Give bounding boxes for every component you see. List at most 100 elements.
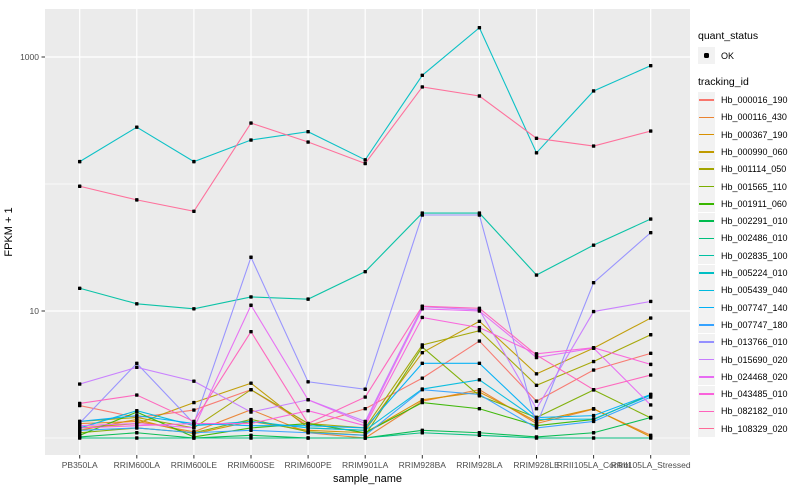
line-swatch-icon xyxy=(699,427,714,430)
legend-entry-Hb_000990_060: Hb_000990_060 xyxy=(698,143,788,161)
legend-entry-Hb_108329_020: Hb_108329_020 xyxy=(698,420,788,438)
data-point xyxy=(249,388,253,392)
data-point xyxy=(534,136,539,141)
data-point xyxy=(591,144,596,148)
tracking-id-legend-title: tracking_id xyxy=(698,76,749,88)
line-swatch-icon xyxy=(699,410,714,413)
legend-entry-label: Hb_002291_010 xyxy=(721,216,788,227)
data-point xyxy=(135,365,139,370)
data-point xyxy=(534,372,539,376)
data-point xyxy=(135,413,139,418)
data-point xyxy=(649,403,653,407)
data-point xyxy=(649,436,653,440)
data-point xyxy=(78,436,82,440)
data-point xyxy=(420,400,424,405)
data-point xyxy=(135,361,139,366)
legend-entry-Hb_005439_040: Hb_005439_040 xyxy=(698,281,788,299)
data-point xyxy=(306,297,310,301)
legend-entry-label: Hb_007747_180 xyxy=(721,319,788,330)
data-point xyxy=(192,436,196,440)
line-swatch-icon xyxy=(699,306,714,309)
data-point xyxy=(363,395,367,399)
data-point xyxy=(534,423,539,427)
data-point xyxy=(249,121,253,125)
legend-key-box xyxy=(698,143,715,161)
data-point xyxy=(477,407,482,411)
legend-entry-Hb_082182_010: Hb_082182_010 xyxy=(698,402,788,420)
data-point xyxy=(649,230,653,235)
data-point xyxy=(534,151,539,155)
data-point xyxy=(135,436,139,440)
legend-entry-label: Hb_043485_010 xyxy=(721,389,788,400)
data-point xyxy=(249,421,253,426)
x-tick-label: RRII105LA_Control xyxy=(557,460,631,470)
data-point xyxy=(420,376,424,380)
data-point xyxy=(420,85,424,89)
data-point xyxy=(135,423,139,428)
data-point xyxy=(192,408,196,412)
x-tick-label: PB350LA xyxy=(62,460,98,470)
data-point xyxy=(363,269,367,274)
data-point xyxy=(249,303,253,307)
x-tick-label: RRIM600LE xyxy=(171,460,218,470)
data-point xyxy=(192,379,196,383)
data-point xyxy=(363,161,367,166)
data-point xyxy=(534,399,539,403)
data-point xyxy=(649,63,653,68)
data-point xyxy=(306,140,310,144)
data-point xyxy=(534,436,539,440)
data-point xyxy=(249,410,253,414)
data-point xyxy=(249,436,253,440)
legend-entry-Hb_002291_010: Hb_002291_010 xyxy=(698,212,788,230)
data-point xyxy=(135,302,139,306)
line-swatch-icon xyxy=(699,393,714,395)
line-swatch-icon xyxy=(699,254,714,257)
legend-entry-label: Hb_007747_140 xyxy=(721,302,788,313)
data-point xyxy=(534,426,539,430)
data-point xyxy=(591,436,596,440)
x-tick-label: RRIM600LA xyxy=(114,460,161,470)
legend-entry-Hb_001565_110: Hb_001565_110 xyxy=(698,178,787,195)
legend-entry-Hb_000367_190: Hb_000367_190 xyxy=(698,126,788,144)
quant-status-label: OK xyxy=(721,50,735,61)
data-point xyxy=(649,217,653,221)
data-point xyxy=(363,436,367,440)
data-point xyxy=(192,400,196,405)
legend-entry-label: Hb_001114_050 xyxy=(721,164,787,175)
data-point xyxy=(477,433,482,438)
data-point xyxy=(249,330,253,334)
data-point xyxy=(192,419,196,424)
data-point xyxy=(649,392,653,397)
legend-entry-Hb_002486_010: Hb_002486_010 xyxy=(698,229,788,247)
line-swatch-icon xyxy=(699,358,714,361)
data-point xyxy=(591,431,596,435)
x-tick-label: RRIM928LE xyxy=(513,460,560,470)
data-point xyxy=(591,281,596,285)
data-point xyxy=(477,306,482,311)
legend-entry-Hb_000016_190: Hb_000016_190 xyxy=(698,91,788,109)
legend-entry-label: Hb_015690_020 xyxy=(721,354,788,365)
legend-key-box xyxy=(698,178,715,195)
data-point xyxy=(649,373,653,377)
quant-status-legend-title: quant_status xyxy=(698,30,759,42)
x-tick-label: RRIM928LA xyxy=(456,460,503,470)
data-point xyxy=(420,388,424,392)
data-point xyxy=(420,304,424,308)
data-point xyxy=(249,295,253,299)
line-swatch-icon xyxy=(699,203,714,205)
data-point xyxy=(78,286,82,290)
legend-entry-label: Hb_005224_010 xyxy=(721,268,788,278)
data-point xyxy=(591,309,596,314)
data-point xyxy=(477,319,482,323)
legend-key-box xyxy=(698,47,715,64)
data-point xyxy=(477,325,482,330)
legend-entry-Hb_001911_060: Hb_001911_060 xyxy=(698,195,787,213)
data-point xyxy=(306,436,310,440)
data-point xyxy=(534,383,539,387)
data-point xyxy=(420,315,424,320)
data-point xyxy=(591,89,596,93)
data-point xyxy=(78,382,82,386)
data-point xyxy=(591,407,596,411)
legend-key-box xyxy=(698,281,715,299)
data-point xyxy=(363,158,367,162)
